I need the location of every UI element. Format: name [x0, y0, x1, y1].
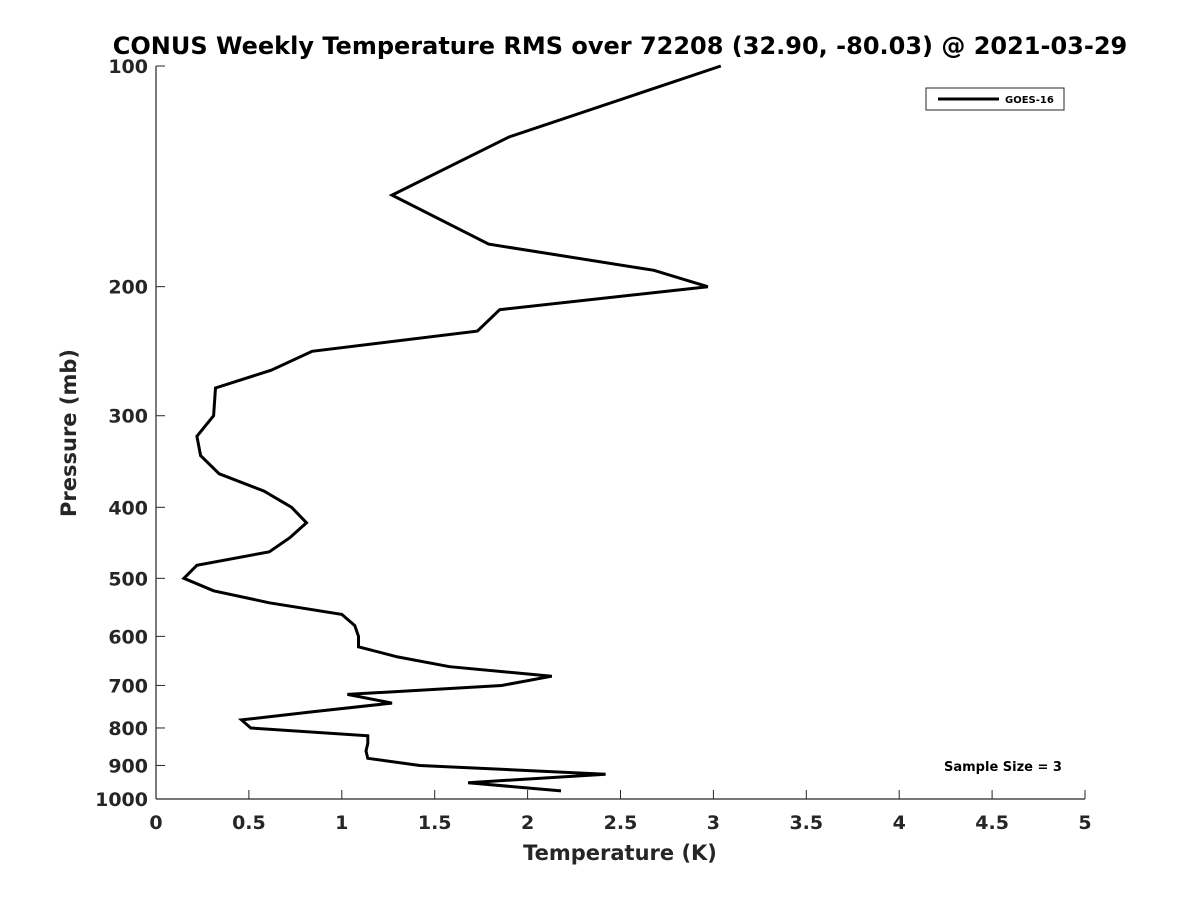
x-tick-label: 2: [521, 812, 534, 834]
x-tick-label: 4.5: [975, 812, 1009, 834]
y-tick-label: 800: [108, 718, 148, 740]
legend-label: GOES-16: [1005, 95, 1054, 106]
legend: GOES-16: [925, 87, 1065, 111]
sample-size-annotation: Sample Size = 3: [944, 760, 1062, 775]
x-axis-label: Temperature (K): [523, 841, 717, 865]
ticks: 0 0.5 1 1.5 2 2.5 3 3.5 4 4.5 5 100 200 300 400 500 600 7…: [95, 56, 1092, 834]
y-tick-label: 700: [108, 675, 148, 697]
x-tick-label: 3: [707, 812, 720, 834]
series-line-goes-16: [181, 64, 722, 793]
x-tick-label: 1: [335, 812, 348, 834]
y-tick-label: 900: [108, 755, 148, 777]
y-tick-label: 300: [108, 406, 148, 428]
x-tick-label: 1.5: [418, 812, 452, 834]
x-tick-label: 0.5: [232, 812, 266, 834]
x-tick-label: 5: [1078, 812, 1091, 834]
axes: [155, 66, 1085, 800]
y-tick-label: 600: [108, 626, 148, 648]
x-tick-label: 2.5: [604, 812, 638, 834]
y-tick-label: 100: [108, 56, 148, 78]
x-tick-label: 4: [893, 812, 906, 834]
y-tick-label: 500: [108, 568, 148, 590]
y-axis-label: Pressure (mb): [57, 349, 81, 517]
y-tick-label: 200: [108, 277, 148, 299]
series-layer: [181, 64, 722, 793]
chart-title: CONUS Weekly Temperature RMS over 72208 …: [113, 32, 1127, 60]
x-tick-label: 0: [149, 812, 162, 834]
y-tick-label: 1000: [95, 789, 148, 811]
y-tick-label: 400: [108, 497, 148, 519]
x-tick-label: 3.5: [789, 812, 823, 834]
